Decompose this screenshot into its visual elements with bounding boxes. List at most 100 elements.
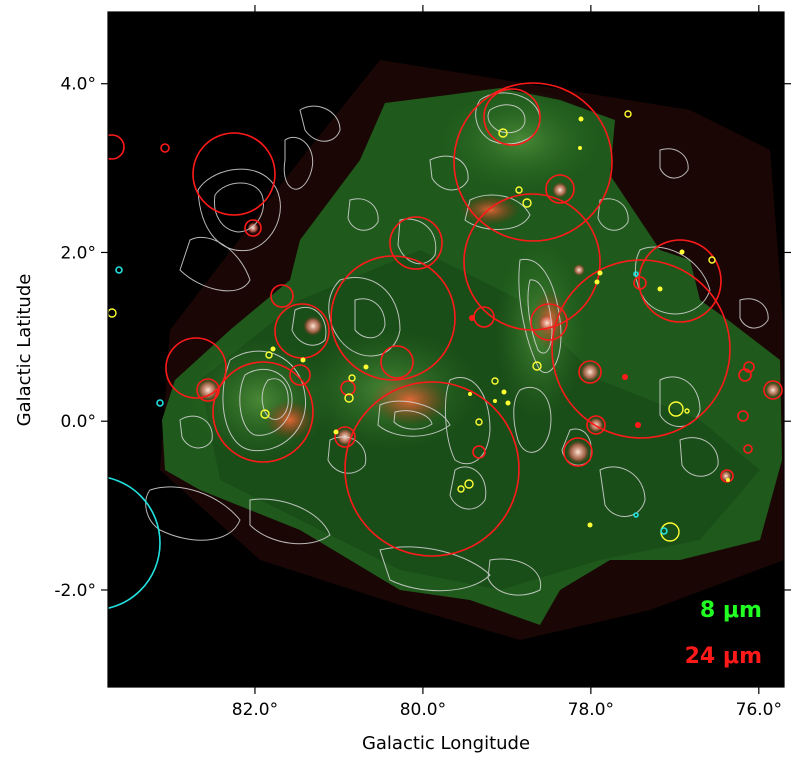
red-circle <box>453 82 613 242</box>
yellow-circle <box>708 256 716 264</box>
red-emission-4 <box>265 400 315 440</box>
yellow-circle <box>491 377 499 385</box>
yellow-dot <box>597 270 603 276</box>
red-circle <box>483 88 541 146</box>
cyan-circle-large <box>108 476 161 610</box>
contour-lines <box>145 92 769 596</box>
cyan-circles <box>108 266 668 610</box>
yellow-circle <box>684 408 690 414</box>
cyan-circle <box>156 399 164 407</box>
y-axis: 4.0° 2.0° 0.0° -2.0° <box>54 75 791 601</box>
band-label: 24 μm <box>685 644 762 669</box>
bright-source-11 <box>573 264 585 276</box>
red-emission-1 <box>370 375 450 425</box>
yellow-circle <box>464 479 474 489</box>
yellow-circle <box>668 401 684 417</box>
yellow-circle <box>265 351 273 359</box>
yellow-circle <box>108 308 117 318</box>
red-circle <box>638 239 722 323</box>
y-tick-label: 0.0° <box>60 412 96 432</box>
red-circle <box>196 378 220 402</box>
bright-source-12 <box>247 222 259 234</box>
y-tick-label: 2.0° <box>60 243 96 263</box>
bright-source-1 <box>566 440 590 464</box>
yellow-circle <box>457 485 465 493</box>
yellow-dot <box>594 279 600 285</box>
bright-source-5 <box>303 316 323 336</box>
yellow-circle <box>532 361 542 371</box>
red-circles <box>108 82 783 557</box>
band-label: 8 μm <box>700 598 762 623</box>
red-circle <box>192 132 276 216</box>
red-circle <box>244 219 262 237</box>
cyan-circle <box>660 527 668 535</box>
bright-source-6 <box>552 182 568 198</box>
yellow-dot <box>363 364 369 370</box>
y-axis-title: Galactic Latitude <box>14 274 35 427</box>
yellow-dot <box>300 357 306 363</box>
red-circle <box>108 134 125 160</box>
red-circle <box>530 303 568 341</box>
yellow-circles <box>108 110 716 542</box>
yellow-circle <box>348 374 356 382</box>
plot-frame <box>107 11 785 688</box>
yellow-dot <box>657 286 663 292</box>
irac-mosaic-shade <box>200 250 760 590</box>
yellow-circle <box>344 393 354 403</box>
red-circle <box>545 174 575 204</box>
band-labels: 8 μm 24 μm <box>685 598 762 669</box>
red-emission-3 <box>460 195 520 225</box>
bright-source-2 <box>197 379 219 401</box>
yellow-circle <box>522 198 532 208</box>
bright-source-3 <box>580 362 600 382</box>
red-circle <box>389 216 443 270</box>
yellow-dot <box>726 478 730 482</box>
red-circle <box>472 445 486 459</box>
yellow-dots <box>270 116 730 528</box>
red-dot <box>469 315 475 321</box>
x-axis: 82.0° 80.0° 78.0° 76.0° <box>232 5 782 720</box>
red-circle <box>212 361 314 463</box>
x-tick-label: 80.0° <box>400 700 446 720</box>
yellow-circle <box>475 418 483 426</box>
yellow-dot <box>493 399 497 403</box>
yellow-dot <box>468 392 472 396</box>
yellow-circle <box>498 128 508 138</box>
cygx-glow-north <box>440 90 600 190</box>
red-dot <box>635 422 641 428</box>
red-circle <box>563 437 593 467</box>
red-circle <box>165 337 227 399</box>
red-circle <box>340 380 356 396</box>
cyan-circle <box>633 271 639 277</box>
red-circle <box>586 415 606 435</box>
bright-source-8 <box>765 382 781 398</box>
yellow-circle <box>260 409 270 419</box>
red-circle <box>289 364 311 386</box>
cyan-circle <box>633 512 639 518</box>
red-circle <box>633 276 647 290</box>
red-circle <box>551 259 731 439</box>
x-axis-title: Galactic Longitude <box>362 733 530 754</box>
x-tick-label: 82.0° <box>232 700 278 720</box>
red-dots <box>469 315 641 428</box>
x-tick-label: 78.0° <box>568 700 614 720</box>
yellow-dot <box>679 249 685 255</box>
red-dot <box>622 374 628 380</box>
red-circle <box>160 143 170 153</box>
red-circle <box>380 345 414 379</box>
red-circle <box>344 381 520 557</box>
yellow-dot <box>505 400 511 406</box>
yellow-dot <box>501 389 507 395</box>
yellow-dot <box>333 429 339 435</box>
red-circle <box>743 444 753 454</box>
red-circle <box>743 361 755 373</box>
red-circle <box>737 410 749 422</box>
cyan-circle <box>115 266 123 274</box>
plot-image <box>108 12 784 687</box>
red-circle <box>763 380 783 400</box>
red-circle <box>270 284 294 308</box>
y-tick-label: -2.0° <box>54 581 96 601</box>
yellow-dot <box>587 522 593 528</box>
yellow-dot <box>270 346 276 352</box>
